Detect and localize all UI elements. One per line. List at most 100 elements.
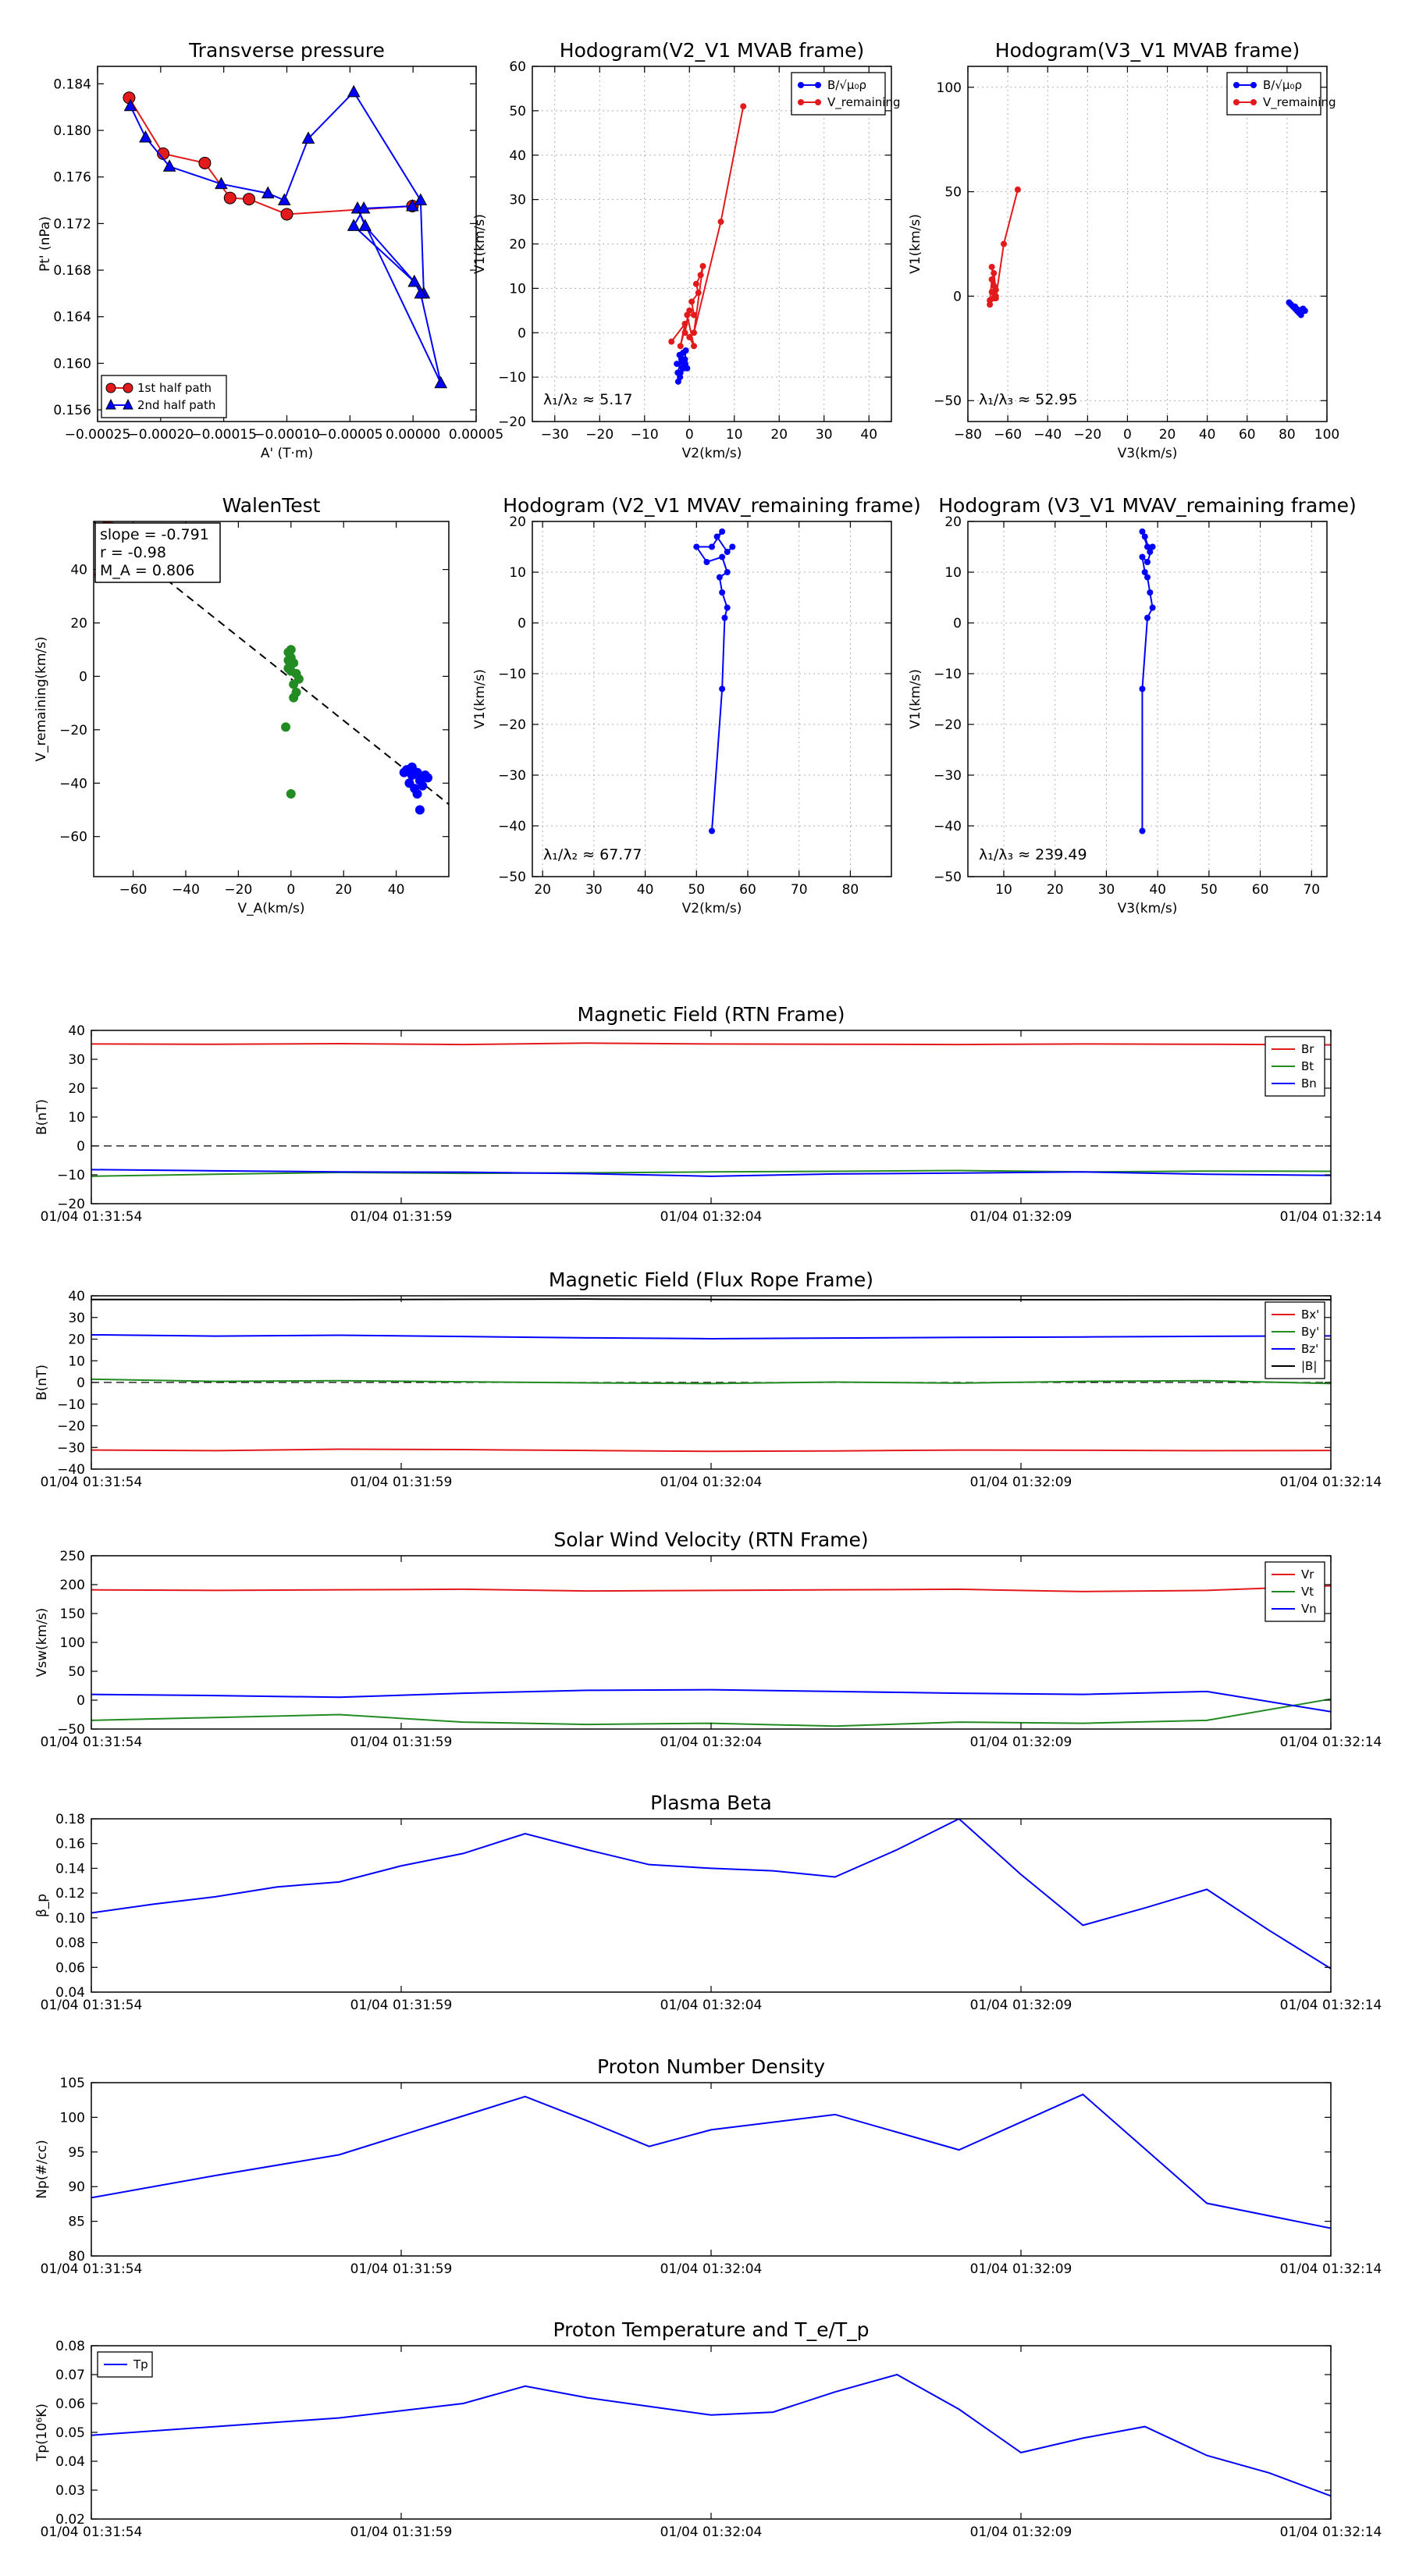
x-tick-label: 50 <box>1200 882 1218 898</box>
series-line-B <box>695 531 733 831</box>
legend-label: Vn <box>1301 1602 1317 1616</box>
y-tick-label: 0 <box>518 616 526 632</box>
x-tick-label: 01/04 01:32:14 <box>1280 1475 1382 1490</box>
legend-label: Tp <box>133 2357 148 2371</box>
data-point <box>717 219 724 226</box>
y-axis-label: B(nT) <box>34 1364 50 1400</box>
data-point <box>1141 569 1148 575</box>
chart-title: Solar Wind Velocity (RTN Frame) <box>553 1528 868 1551</box>
x-tick-label: −60 <box>994 427 1022 443</box>
data-point-triangle <box>414 286 428 299</box>
plot-frame <box>967 66 1328 422</box>
legend-label: 1st half path <box>137 381 212 395</box>
data-point <box>691 329 697 336</box>
chart-title: WalenTest <box>222 494 321 517</box>
data-point-circle <box>280 208 293 221</box>
chart-h4: Hodogram (V3_V1 MVAV_remaining frame) 10 2… <box>908 494 1357 916</box>
y-tick-label: 30 <box>68 1311 85 1326</box>
series-line-Vn <box>91 1688 1331 1713</box>
data-point-triangle <box>139 130 152 143</box>
x-tick-label: 70 <box>1303 882 1320 898</box>
x-tick-label: 01/04 01:32:14 <box>1280 1998 1382 2013</box>
data-point <box>1139 827 1146 834</box>
legend-marker <box>815 82 821 88</box>
chart-title: Plasma Beta <box>650 1791 772 1814</box>
data-point <box>1149 543 1156 550</box>
y-tick-label: 0.176 <box>53 170 91 186</box>
x-axis-label: V2(km/s) <box>682 446 742 461</box>
series-line-Vr <box>91 1585 1331 1592</box>
data-point-green <box>286 645 296 655</box>
y-tick-label: −20 <box>59 723 87 738</box>
x-tick-label: −0.00010 <box>254 427 320 443</box>
legend-label: Bx' <box>1301 1308 1319 1322</box>
y-tick-label: 0.16 <box>55 1837 85 1852</box>
data-point <box>681 329 688 336</box>
y-tick-label: 100 <box>937 80 962 96</box>
plot-area <box>123 84 448 389</box>
data-point <box>682 361 689 368</box>
data-point-circle <box>223 191 237 205</box>
series-line-By' <box>91 1378 1331 1385</box>
y-tick-label: −30 <box>498 768 526 784</box>
y-tick-label: 100 <box>60 1635 85 1651</box>
legend-label: Vr <box>1301 1567 1314 1582</box>
series-line-2nd half path <box>130 91 442 384</box>
y-tick-label: 30 <box>68 1052 85 1068</box>
data-point <box>716 574 723 581</box>
data-point <box>719 528 726 535</box>
plot-area <box>987 186 1308 318</box>
data-point <box>991 269 998 276</box>
legend-label: 2nd half path <box>137 398 215 412</box>
data-point <box>688 298 695 305</box>
data-point <box>724 604 731 611</box>
y-tick-label: 0.05 <box>55 2425 85 2441</box>
x-tick-label: 40 <box>1199 427 1216 443</box>
x-tick-label: 40 <box>637 882 654 898</box>
data-point <box>677 374 684 381</box>
data-point <box>987 297 994 304</box>
data-point <box>677 343 684 350</box>
y-tick-label: 0.172 <box>53 216 91 232</box>
series-line-V_remaining <box>670 105 745 347</box>
x-tick-label: 60 <box>1252 882 1269 898</box>
data-point <box>1001 240 1007 247</box>
x-tick-label: 01/04 01:31:54 <box>41 1735 143 1750</box>
x-tick-label: 0.00005 <box>449 427 503 443</box>
data-point <box>1147 589 1154 596</box>
plot-frame <box>91 2345 1332 2520</box>
y-axis-label: V1(km/s) <box>472 214 488 274</box>
y-tick-label: 0.08 <box>55 1936 85 1952</box>
legend-marker <box>815 99 821 105</box>
x-tick-label: 01/04 01:32:09 <box>970 1209 1072 1225</box>
chart-h3: Hodogram (V2_V1 MVAV_remaining frame)20 3… <box>472 494 921 916</box>
data-point <box>729 543 736 550</box>
x-tick-label: 0 <box>1123 427 1132 443</box>
x-tick-label: 01/04 01:31:59 <box>350 1475 453 1490</box>
data-point <box>697 272 704 279</box>
data-point-triangle <box>215 176 228 190</box>
x-tick-label: 01/04 01:31:59 <box>350 1998 453 2013</box>
y-tick-label: 10 <box>509 281 526 297</box>
x-tick-label: 01/04 01:32:14 <box>1280 2524 1382 2540</box>
x-tick-label: 01/04 01:31:54 <box>41 2524 143 2540</box>
x-tick-label: 01/04 01:32:04 <box>660 1735 763 1750</box>
data-point <box>686 333 693 340</box>
x-tick-label: 01/04 01:32:09 <box>970 2261 1072 2277</box>
data-point-blue <box>423 773 433 783</box>
y-tick-label: 0.156 <box>53 403 91 418</box>
y-tick-label: −20 <box>934 717 962 733</box>
y-axis-label: V1(km/s) <box>908 214 923 274</box>
legend-label: Bt <box>1301 1059 1314 1073</box>
x-tick-label: 01/04 01:32:09 <box>970 2524 1072 2540</box>
y-axis-label: β_p <box>34 1894 50 1917</box>
legend-marker <box>105 398 116 410</box>
y-tick-label: −10 <box>498 667 526 682</box>
y-tick-label: 105 <box>60 2076 85 2091</box>
data-point-blue <box>414 805 425 815</box>
chart-title: Hodogram (V3_V1 MVAV_remaining frame) <box>938 494 1357 517</box>
plot-frame <box>91 1030 1332 1204</box>
data-point <box>703 559 710 565</box>
y-tick-label: 0.168 <box>53 263 91 279</box>
plot-area <box>91 2093 1331 2229</box>
